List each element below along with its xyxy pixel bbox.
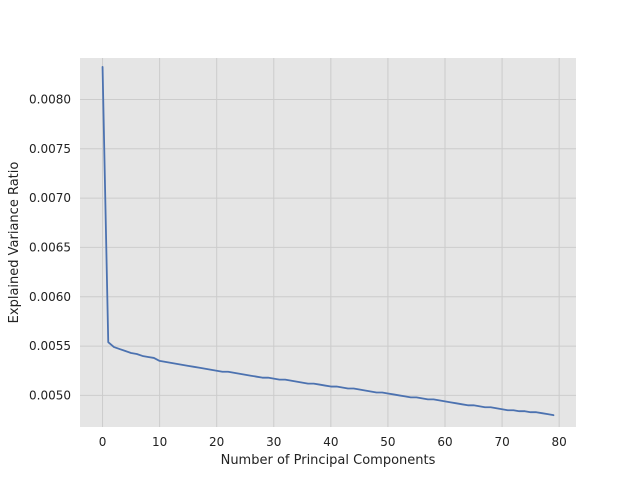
- x-axis-title: Number of Principal Components: [221, 453, 436, 468]
- y-tick-label: 0.0050: [29, 388, 71, 402]
- x-tick-label: 50: [380, 435, 395, 449]
- y-tick-label: 0.0075: [29, 142, 71, 156]
- y-tick-label: 0.0070: [29, 191, 71, 205]
- x-tick-label: 40: [323, 435, 338, 449]
- x-tick-label: 70: [494, 435, 509, 449]
- x-axis-ticks: 0 10 20 30 40 50 60 70 80: [99, 435, 567, 449]
- grid: [80, 58, 576, 427]
- y-tick-label: 0.0060: [29, 290, 71, 304]
- y-tick-label: 0.0065: [29, 240, 71, 254]
- plot-area: [80, 58, 576, 427]
- x-tick-label: 10: [152, 435, 167, 449]
- y-tick-label: 0.0080: [29, 92, 71, 106]
- y-axis-title: Explained Variance Ratio: [7, 162, 22, 324]
- x-tick-label: 0: [99, 435, 107, 449]
- series-layer: [101, 65, 555, 417]
- x-tick-label: 20: [209, 435, 224, 449]
- y-axis-ticks: 0.0050 0.0055 0.0060 0.0065 0.0070 0.0075 0.00…: [29, 92, 71, 402]
- x-tick-label: 30: [266, 435, 281, 449]
- x-tick-label: 80: [552, 435, 567, 449]
- y-tick-label: 0.0055: [29, 339, 71, 353]
- series-line: [101, 65, 555, 417]
- x-tick-label: 60: [437, 435, 452, 449]
